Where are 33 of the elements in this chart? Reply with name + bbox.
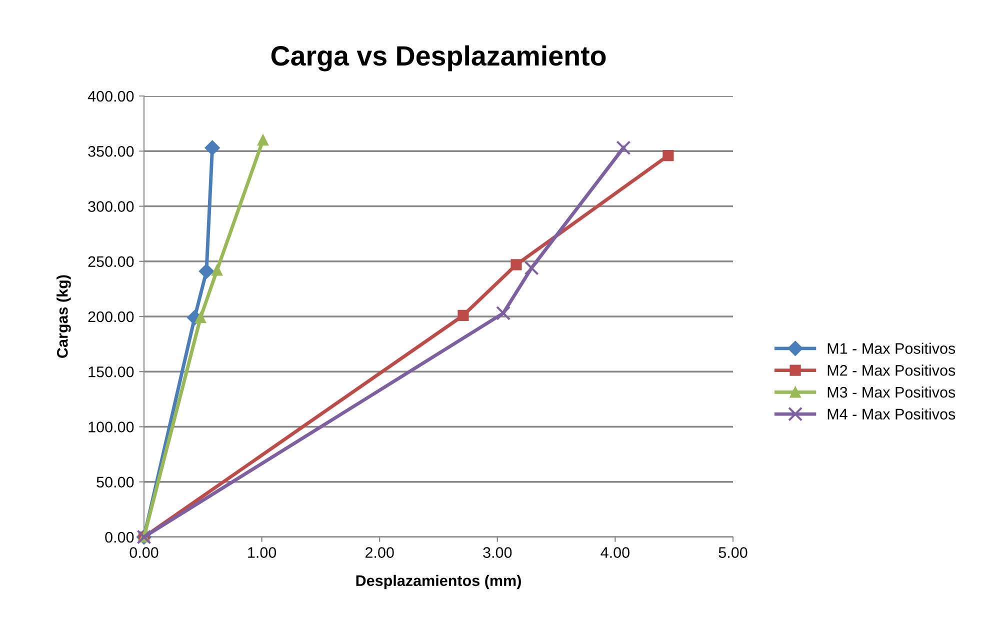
y-axis-title: Cargas (kg) bbox=[56, 275, 71, 358]
x-tick-label: 3.00 bbox=[483, 547, 512, 558]
y-tick-label: 50.00 bbox=[96, 476, 134, 488]
x-tick-label: 5.00 bbox=[718, 547, 748, 558]
y-tick-label: 250.00 bbox=[88, 256, 134, 268]
point bbox=[662, 150, 674, 162]
point bbox=[211, 264, 223, 276]
point bbox=[458, 310, 469, 321]
x-axis-title: Desplazamientos (mm) bbox=[356, 574, 521, 590]
y-tick-label: 350.00 bbox=[88, 146, 134, 157]
legend-label: M1 - Max Positivos bbox=[828, 342, 956, 354]
point bbox=[204, 140, 220, 156]
y-tick-label: 300.00 bbox=[88, 201, 134, 212]
point bbox=[496, 306, 511, 320]
point bbox=[194, 312, 206, 324]
point bbox=[198, 264, 214, 279]
point bbox=[257, 134, 269, 146]
y-tick-label: 400.00 bbox=[88, 90, 134, 102]
y-tick-label: 200.00 bbox=[88, 311, 134, 322]
y-tick-label: 0.00 bbox=[105, 532, 134, 543]
x-tick-label: 2.00 bbox=[366, 547, 394, 558]
x-tick-label: 1.00 bbox=[248, 547, 276, 558]
legend-label: M3 - Max Positivos bbox=[828, 386, 956, 398]
y-tick-label: 100.00 bbox=[88, 422, 134, 432]
y-tick-label: 150.00 bbox=[88, 366, 134, 378]
point bbox=[510, 259, 522, 270]
legend-label: M2 - Max Positivos bbox=[828, 364, 956, 376]
point bbox=[616, 140, 631, 156]
chart-title: Carga vs Desplazamiento bbox=[271, 45, 606, 72]
point bbox=[524, 260, 539, 276]
legend-label: M4 - Max Positivos bbox=[828, 408, 956, 420]
x-tick-label: 4.00 bbox=[600, 547, 630, 558]
x-tick-label: 0.00 bbox=[130, 547, 158, 558]
